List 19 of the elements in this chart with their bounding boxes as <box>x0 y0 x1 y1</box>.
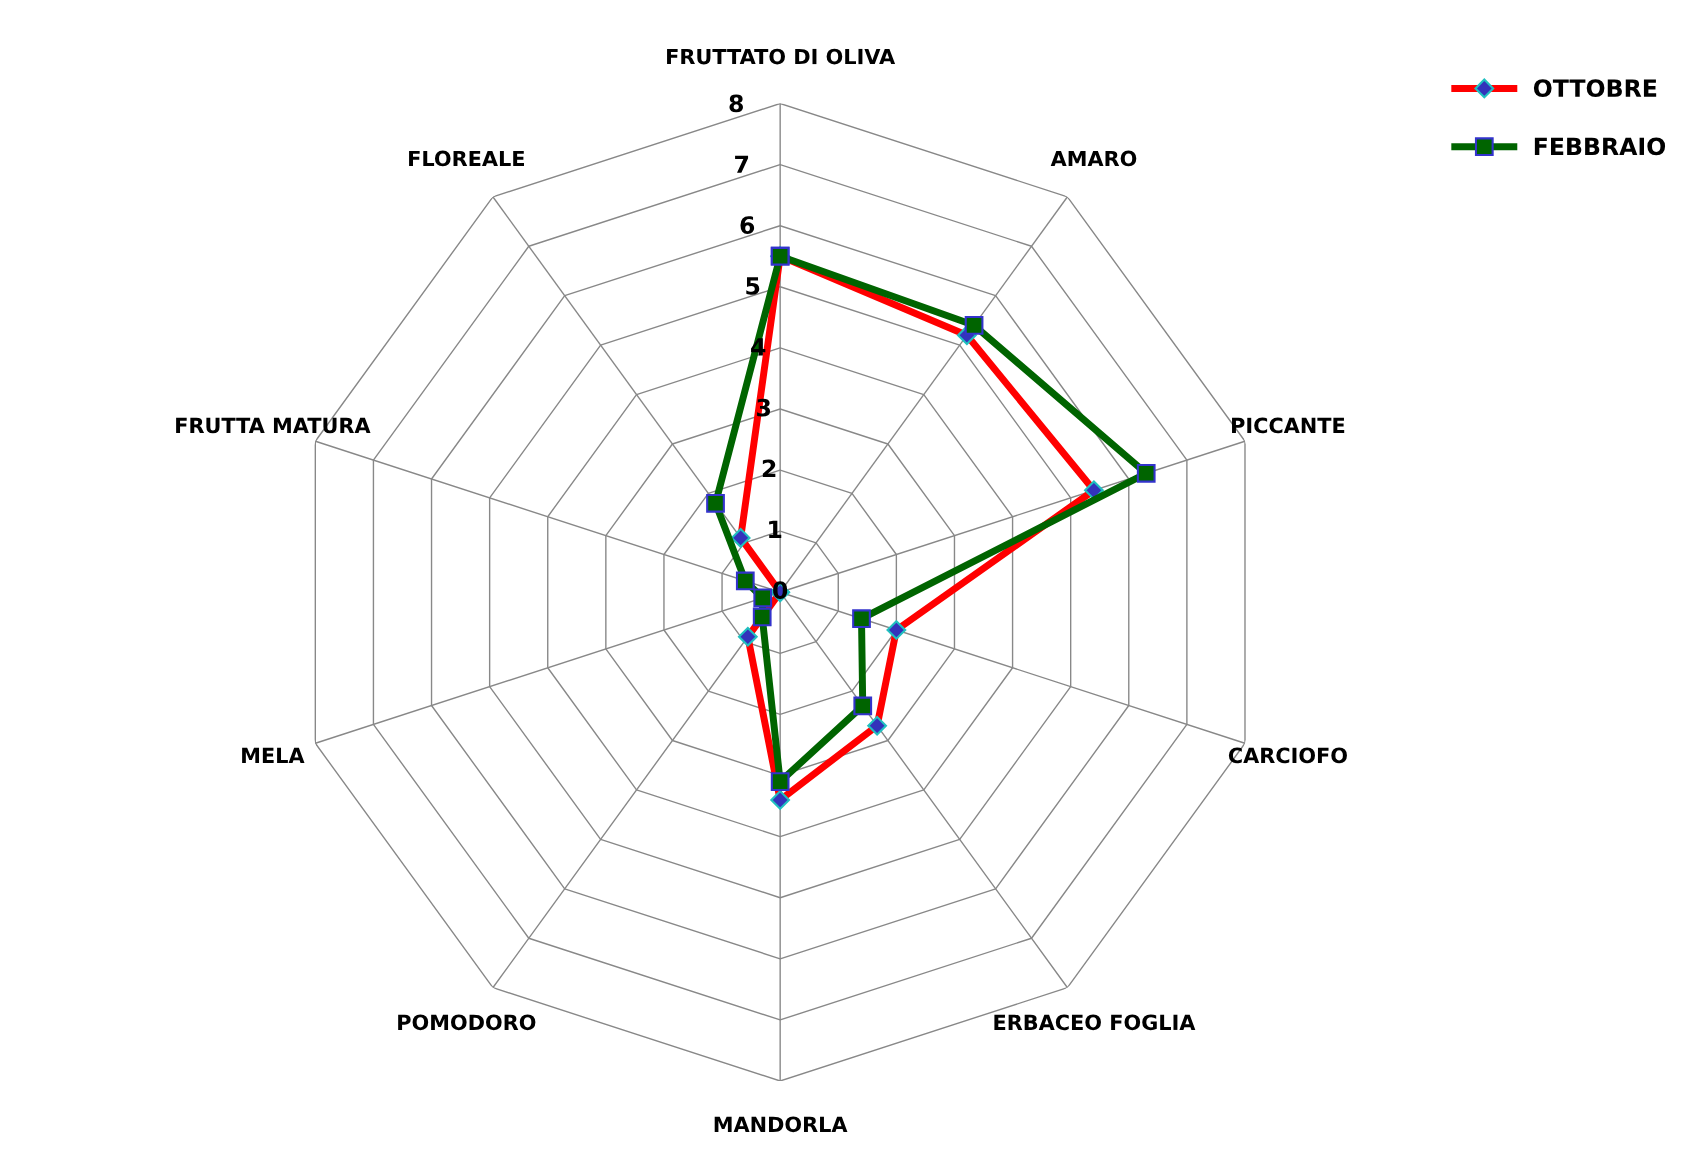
y-tick-label: 8 <box>729 94 743 113</box>
spoke-label: ERBACEO FOGLIA <box>994 1014 1196 1031</box>
y-tick-label: 4 <box>751 338 766 356</box>
spoke-label: MANDORLA <box>714 1116 848 1133</box>
y-tick-label: 2 <box>762 459 776 478</box>
spoke-label: PICCANTE <box>1232 417 1345 434</box>
spoke-label: FRUTTA MATURA <box>176 417 371 434</box>
y-tick-label: 7 <box>735 155 749 173</box>
y-tick-label: 6 <box>740 216 755 235</box>
spoke-label: MELA <box>242 747 305 763</box>
spoke-label: FRUTTATO DI OLIVA <box>667 48 896 65</box>
legend-label: OTTOBRE <box>1533 79 1657 98</box>
y-tick-label: 5 <box>746 277 760 295</box>
y-tick-label: 1 <box>769 520 782 538</box>
spoke-label: FLOREALE <box>409 150 524 167</box>
spoke-label: POMODORO <box>398 1014 536 1031</box>
spoke-label: CARCIOFO <box>1228 747 1347 764</box>
legend-label: FEBBRAIO <box>1534 137 1666 156</box>
spoke-label: AMARO <box>1050 150 1137 167</box>
